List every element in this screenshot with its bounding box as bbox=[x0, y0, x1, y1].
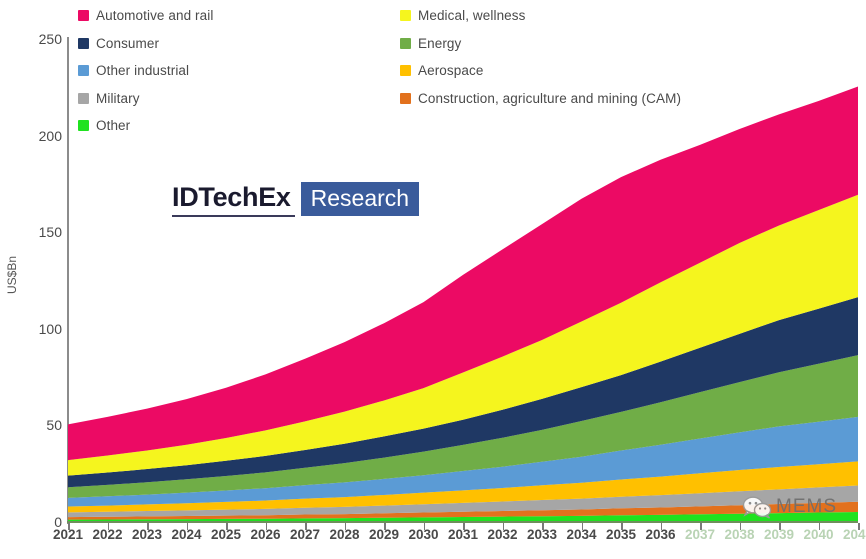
legend-item-label: Energy bbox=[418, 35, 462, 51]
legend-swatch-icon bbox=[78, 92, 89, 104]
legend-swatch-icon bbox=[400, 92, 411, 104]
x-tick-label: 2027 bbox=[289, 527, 321, 542]
x-axis-labels: 2021 2022 2023 2024 2025 2026 2027 2028 2029 2030… bbox=[53, 527, 866, 551]
x-tickmark bbox=[700, 523, 702, 530]
logo-wordmark: IDTechEx bbox=[172, 182, 295, 217]
area-series bbox=[68, 416, 858, 507]
x-tickmark bbox=[107, 523, 109, 530]
legend-swatch-icon bbox=[78, 10, 89, 22]
legend-item[interactable]: Construction, agriculture and mining (CA… bbox=[400, 85, 681, 113]
x-tickmark bbox=[226, 523, 228, 530]
x-tickmark bbox=[463, 523, 465, 530]
x-tickmark bbox=[423, 523, 425, 530]
plot-area bbox=[68, 20, 858, 530]
x-tick-label: 2023 bbox=[131, 527, 163, 542]
area-series bbox=[68, 511, 858, 522]
x-tick-label: 2032 bbox=[487, 527, 518, 542]
idtechex-logo: IDTechEx Research bbox=[172, 182, 420, 217]
x-axis-tickmarks bbox=[68, 523, 860, 530]
x-tick-label: 2021 bbox=[52, 527, 84, 542]
x-tick-label: 2035 bbox=[605, 527, 637, 542]
legend-column-right: Medical, wellness Energy Aerospace Construc… bbox=[400, 2, 681, 112]
area-series bbox=[68, 501, 858, 520]
x-tick-label: 2036 bbox=[645, 527, 676, 542]
x-tick-label: 2038 bbox=[724, 527, 755, 542]
area-series bbox=[68, 355, 858, 498]
x-tick-label: 2037 bbox=[684, 527, 716, 542]
legend-swatch-icon bbox=[78, 37, 89, 49]
y-tick-label: 200 bbox=[38, 127, 62, 144]
x-tickmark bbox=[344, 523, 346, 530]
legend-item-label: Aerospace bbox=[418, 63, 484, 79]
x-tick-label: 2025 bbox=[210, 527, 242, 542]
x-tick-label: 2040 bbox=[803, 527, 834, 542]
x-tickmark bbox=[779, 523, 781, 530]
x-tick-label: 2034 bbox=[566, 527, 597, 542]
legend-item[interactable]: Automotive and rail bbox=[78, 2, 213, 30]
x-tickmark bbox=[818, 523, 820, 530]
x-tick-label: 2041 bbox=[842, 527, 866, 542]
x-tickmark bbox=[186, 523, 188, 530]
x-tickmark bbox=[542, 523, 544, 530]
legend-item-label: Medical, wellness bbox=[418, 8, 526, 24]
x-tick-label: 2031 bbox=[447, 527, 479, 542]
legend-item-label: Other bbox=[96, 118, 131, 134]
x-tick-label: 2029 bbox=[368, 527, 400, 542]
y-tick-label: 250 bbox=[38, 31, 62, 47]
x-tickmark bbox=[265, 523, 267, 530]
legend-swatch-icon bbox=[400, 10, 411, 22]
legend-swatch-icon bbox=[400, 65, 411, 77]
legend-item-label: Consumer bbox=[96, 35, 160, 51]
y-tick-label: 100 bbox=[38, 320, 62, 337]
x-tick-label: 2026 bbox=[250, 527, 281, 542]
x-tickmark bbox=[305, 523, 307, 530]
x-tick-label: 2030 bbox=[408, 527, 439, 542]
legend-item[interactable]: Other bbox=[78, 112, 213, 140]
x-tickmark bbox=[147, 523, 149, 530]
legend-item[interactable]: Consumer bbox=[78, 30, 213, 58]
x-tickmark bbox=[858, 523, 860, 530]
x-tickmark bbox=[502, 523, 504, 530]
y-axis-line bbox=[67, 37, 69, 524]
x-tickmark bbox=[384, 523, 386, 530]
area-series bbox=[68, 461, 858, 513]
x-tick-label: 2022 bbox=[92, 527, 123, 542]
y-axis-title: US$Bn bbox=[5, 255, 19, 295]
x-tickmark bbox=[68, 523, 70, 530]
chart-legend: Automotive and rail Consumer Other industr… bbox=[78, 2, 858, 134]
area-series bbox=[68, 485, 858, 518]
x-tickmark bbox=[581, 523, 583, 530]
area-series bbox=[68, 86, 858, 461]
legend-item[interactable]: Medical, wellness bbox=[400, 2, 681, 30]
legend-column-left: Automotive and rail Consumer Other industr… bbox=[78, 2, 213, 140]
legend-item[interactable]: Military bbox=[78, 85, 213, 113]
y-tick-label: 150 bbox=[38, 224, 62, 241]
legend-item[interactable]: Energy bbox=[400, 30, 681, 58]
legend-item-label: Other industrial bbox=[96, 63, 190, 79]
x-tickmark bbox=[660, 523, 662, 530]
logo-research-badge: Research bbox=[300, 182, 420, 216]
area-series bbox=[68, 194, 858, 476]
x-tick-label: 2028 bbox=[329, 527, 360, 542]
stacked-area-svg bbox=[68, 86, 858, 522]
x-axis-line bbox=[67, 521, 858, 523]
area-series bbox=[68, 297, 858, 488]
x-tick-label: 2024 bbox=[171, 527, 202, 542]
legend-item-label: Construction, agriculture and mining (CA… bbox=[418, 90, 682, 106]
legend-swatch-icon bbox=[78, 65, 89, 77]
y-axis-ticks: 0 50 100 150 200 250 bbox=[0, 0, 62, 559]
x-tickmark bbox=[739, 523, 741, 530]
legend-item-label: Military bbox=[96, 90, 140, 106]
legend-swatch-icon bbox=[400, 37, 411, 49]
x-tick-label: 2039 bbox=[763, 527, 795, 542]
legend-item-label: Automotive and rail bbox=[96, 8, 214, 24]
x-tickmark bbox=[621, 523, 623, 530]
legend-item[interactable]: Aerospace bbox=[400, 57, 681, 85]
y-tick-label: 50 bbox=[46, 417, 62, 434]
x-tick-label: 2033 bbox=[526, 527, 558, 542]
legend-swatch-icon bbox=[78, 120, 89, 132]
y-tick-label: 0 bbox=[54, 514, 62, 530]
legend-item[interactable]: Other industrial bbox=[78, 57, 213, 85]
